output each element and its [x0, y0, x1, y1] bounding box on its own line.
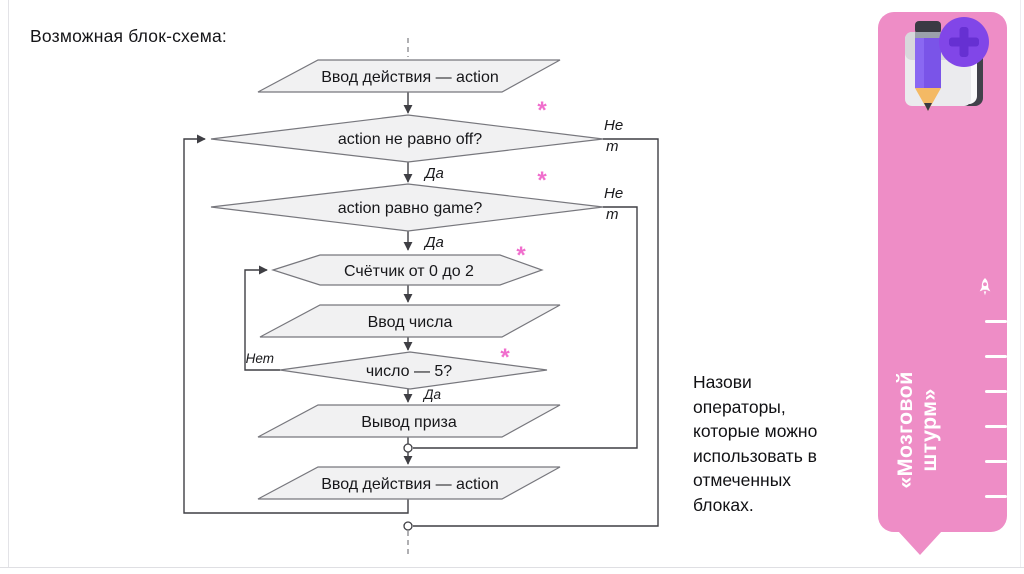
no-branch-2-connector: [413, 206, 638, 449]
diamond-cond-number-is-5: [279, 351, 548, 390]
bookmark-title: «Мозговой штурм»: [893, 355, 941, 505]
star-marker: *: [516, 242, 526, 269]
notebook-pencil-plus-icon: [905, 17, 989, 111]
parallelogram-input-number: [259, 304, 561, 338]
trail-tick: [985, 320, 1007, 323]
outer-loop-connector: [183, 134, 409, 514]
junction-circle: [403, 521, 413, 531]
block-label: action не равно off?: [338, 131, 482, 148]
block-label: Ввод действия — action: [321, 69, 499, 86]
junction-circle: [403, 443, 413, 453]
block-label: Счётчик от 0 до 2: [344, 263, 474, 280]
no-label-line2: т: [606, 138, 619, 155]
diamond-cond-not-off: [210, 114, 604, 163]
question-text: Назови операторы, которые можно использо…: [693, 372, 818, 515]
bookmark-title-line1: «Мозговой: [893, 371, 917, 489]
block-label: число — 5?: [366, 363, 452, 380]
no-branch-1-connector: [413, 138, 659, 527]
bookmark-panel: «Мозговой штурм»: [878, 12, 1007, 555]
block-label: Ввод числа: [368, 314, 453, 331]
star-marker: *: [500, 344, 510, 371]
slide-edge-left: [8, 0, 9, 567]
star-marker: *: [537, 167, 547, 194]
no-label-line1: Не: [604, 117, 623, 134]
parallelogram-input-action-bottom: [257, 466, 561, 500]
slide-title: Возможная блок-схема:: [30, 26, 227, 46]
rocket-icon: [979, 278, 991, 296]
block-label: Вывод приза: [361, 414, 457, 431]
trail-tick: [985, 390, 1007, 393]
no-label-line1: Не: [604, 185, 623, 202]
bookmark-tail: [898, 531, 942, 555]
yes-label: Да: [422, 387, 442, 402]
counter-loop-connector: [244, 265, 280, 371]
parallelogram-output-prize: [257, 404, 561, 438]
yes-label: Да: [423, 165, 444, 182]
trail-tick: [985, 460, 1007, 463]
parallelogram-input-action-top: [257, 59, 561, 93]
yes-label: Да: [423, 234, 444, 251]
hexagon-counter-loop: [271, 254, 544, 286]
no-label-line2: т: [606, 206, 619, 223]
trail-tick: [985, 495, 1007, 498]
bookmark-title-line2: штурм»: [917, 388, 941, 472]
block-label: action равно game?: [338, 200, 483, 217]
trail-tick: [985, 355, 1007, 358]
diamond-cond-is-game: [210, 183, 604, 232]
no-label: Нет: [246, 351, 274, 366]
block-label: Ввод действия — action: [321, 476, 499, 493]
slide-edge-bottom: [0, 567, 1024, 568]
trail-tick: [985, 425, 1007, 428]
star-marker: *: [537, 97, 547, 124]
slide-edge-right: [1020, 0, 1021, 567]
